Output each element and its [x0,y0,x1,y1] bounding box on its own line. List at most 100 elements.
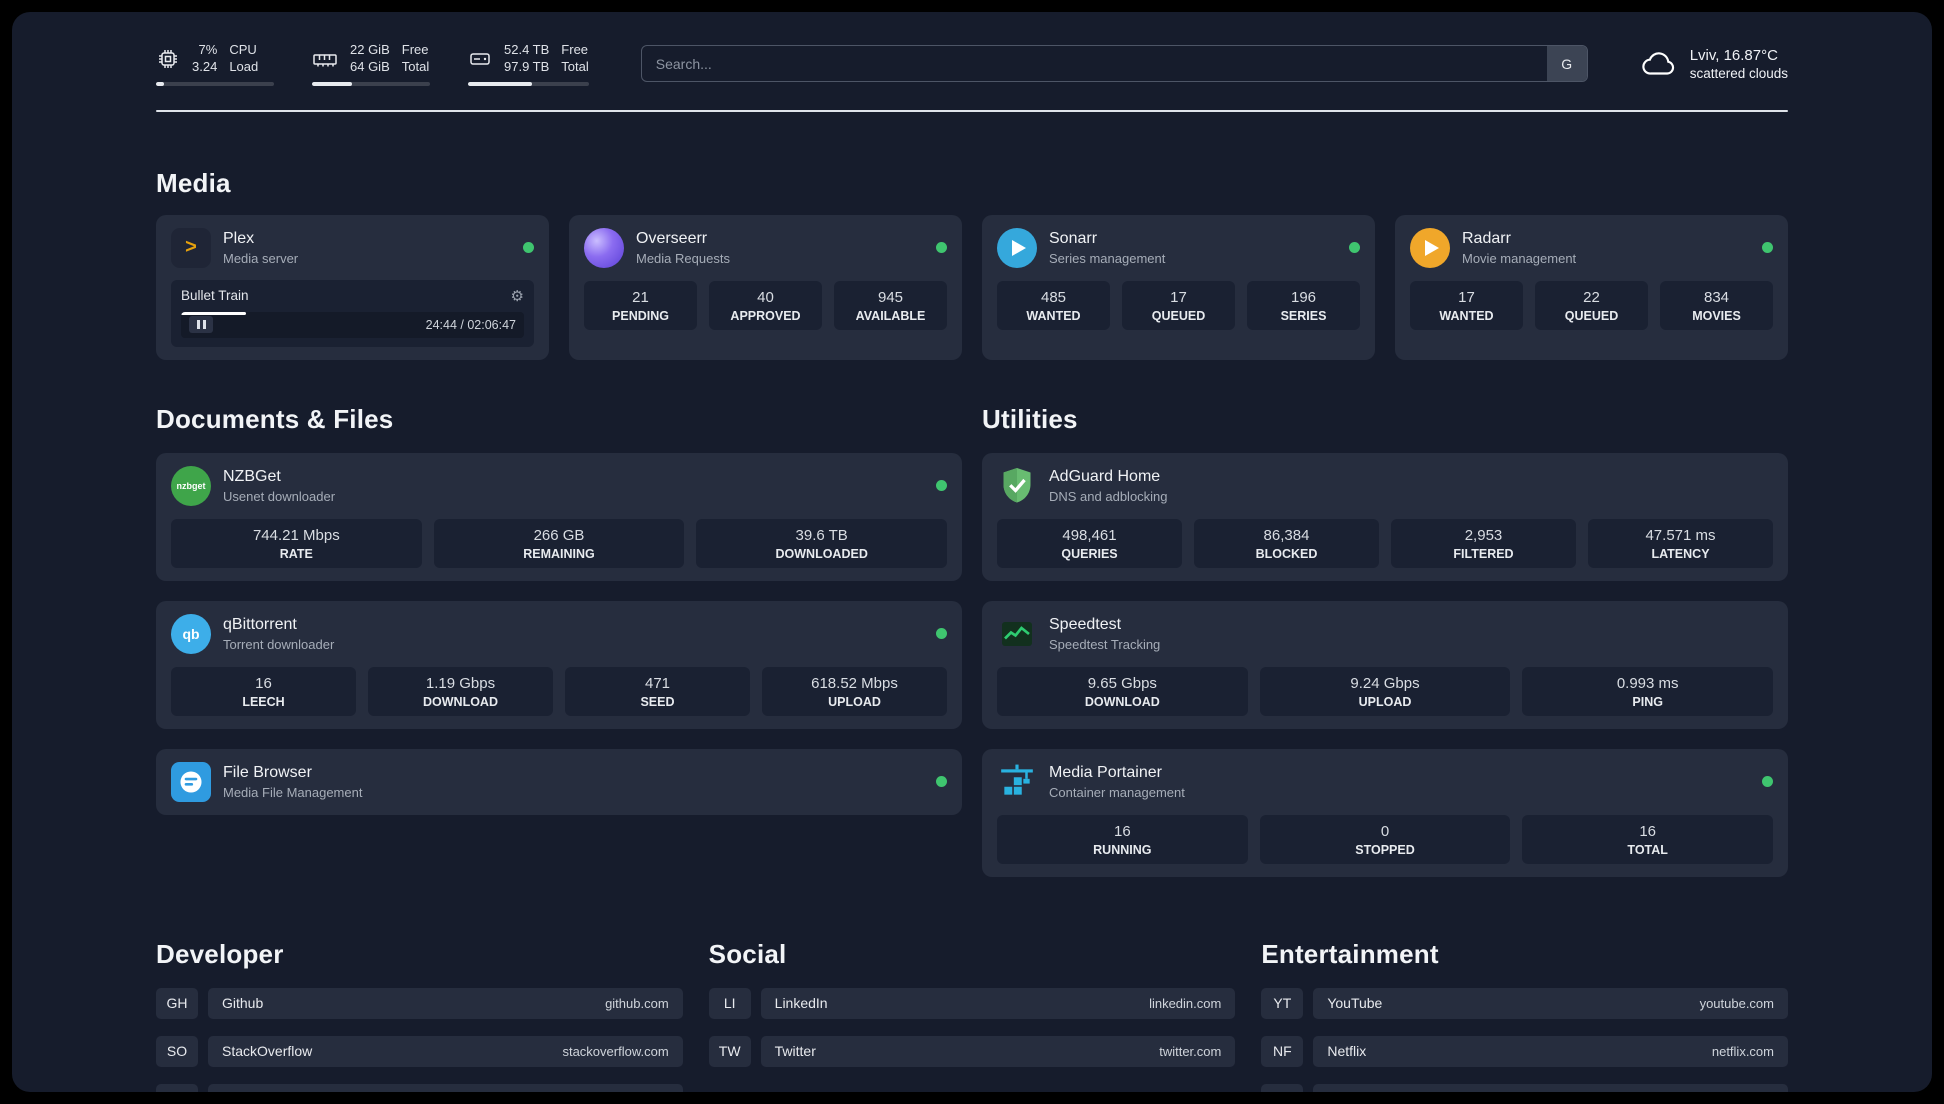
search-input[interactable] [640,45,1588,83]
app-card-plex[interactable]: > Plex Media server Bullet Train ⚙ 24:44… [156,214,549,360]
cpu-label: CPU [229,42,257,57]
app-card-radarr[interactable]: Radarr Movie management 17 WANTED 22 QUE… [1395,214,1788,360]
stat-label: BLOCKED [1255,546,1318,561]
plex-icon: > [171,227,211,268]
stat-tile: 9.24 Gbps UPLOAD [1259,666,1511,716]
app-card-portainer[interactable]: Media Portainer Container management 16 … [982,748,1788,877]
section-title-social: Social [708,938,787,969]
cpu-widget: 7% 3.24 CPU Load [156,42,274,86]
ram-total-label: Total [401,58,430,74]
app-subtitle: Speedtest Tracking [1049,636,1161,652]
bookmark-name: Twitter [774,1043,816,1060]
app-card-qbittorrent[interactable]: qb qBittorrent Torrent downloader 16 LEE… [156,600,962,729]
header-divider [156,109,1788,112]
section-title-media: Media [156,167,231,198]
gear-icon[interactable]: ⚙ [510,287,524,305]
stat-tile: 0.993 ms PING [1522,666,1774,716]
bookmark-youtube[interactable]: YT YouTube youtube.com [1261,987,1788,1019]
stat-tile: 39.6 TB DOWNLOADED [696,518,948,568]
app-card-overseerr[interactable]: Overseerr Media Requests 21 PENDING 40 A… [569,214,962,360]
stat-tile: 266 GB REMAINING [433,518,685,568]
app-name: AdGuard Home [1049,467,1161,485]
bookmark-reddit[interactable]: RE Reddit reddit.com [1261,1083,1788,1092]
bookmark-abbr: RE [1261,1083,1304,1092]
utilities-column: Utilities AdGuard Home DNS and adblockin… [982,404,1788,877]
stat-value: 16 [1113,822,1131,840]
stat-label: TOTAL [1627,842,1668,857]
app-card-sonarr[interactable]: Sonarr Series management 485 WANTED 17 Q… [982,214,1375,360]
stat-label: APPROVED [730,308,801,323]
stat-label: RATE [279,546,313,561]
stat-value: 17 [1170,288,1187,306]
app-card-adguard[interactable]: AdGuard Home DNS and adblocking 498,461 … [982,452,1788,581]
search-bar: G [640,45,1588,83]
status-dot [1349,242,1360,254]
status-dot [523,242,534,254]
stat-tile: 485 WANTED [997,280,1110,330]
app-card-filebrowser[interactable]: File Browser Media File Management [156,748,962,815]
stat-tile: 16 TOTAL [1522,814,1774,864]
stat-value: 22 [1583,288,1600,306]
ram-free-label: Free [401,42,429,57]
bookmarks-entertainment: Entertainment YT YouTube youtube.com NF … [1261,939,1788,1092]
stat-tile: 2,953 FILTERED [1391,518,1576,568]
stat-label: STOPPED [1355,842,1415,857]
bookmark-domain: linkedin.com [1149,995,1222,1011]
bookmark-name: LinkedIn [774,995,828,1012]
bookmark-netflix[interactable]: NF Netflix netflix.com [1261,1035,1788,1067]
stat-label: AVAILABLE [855,308,926,323]
stat-value: 0 [1380,822,1390,840]
top-bar: 7% 3.24 CPU Load 22 GiB 64 [156,42,1788,86]
app-name: Radarr [1462,229,1511,247]
stat-value: 40 [757,288,774,306]
stat-tile: 16 LEECH [171,666,356,716]
app-name: Media Portainer [1049,763,1162,781]
search-engine-button[interactable]: G [1546,46,1587,82]
stat-tile: 40 APPROVED [709,280,822,330]
section-title-documents: Documents & Files [156,403,394,434]
stat-value: 471 [644,674,671,692]
bookmark-linkedin[interactable]: LI LinkedIn linkedin.com [708,987,1236,1019]
stat-value: 2,953 [1464,526,1503,544]
ram-free-value: 22 GiB [350,42,390,57]
stat-tile: 471 SEED [565,666,750,716]
plex-now-playing-widget: Bullet Train ⚙ 24:44 / 02:06:47 [171,279,534,347]
stat-value: 16 [255,674,272,692]
stat-label: DOWNLOAD [423,694,498,709]
disk-free-value: 52.4 TB [504,42,550,57]
stat-tile: 618.52 Mbps UPLOAD [762,666,947,716]
app-card-speedtest[interactable]: Speedtest Speedtest Tracking 9.65 Gbps D… [982,600,1788,729]
radarr-icon [1410,227,1450,268]
status-dot [936,480,947,492]
app-subtitle: Torrent downloader [223,636,335,652]
stat-value: 86,384 [1263,526,1310,544]
stat-tile: 1.19 Gbps DOWNLOAD [368,666,553,716]
bookmark-dev[interactable]: DT DEV dev.to [156,1083,683,1092]
now-playing-title: Bullet Train [181,288,249,304]
bookmark-name: Reddit [1327,1091,1367,1092]
stat-tile: 47.571 ms LATENCY [1588,518,1773,568]
bookmark-abbr: LI [708,987,751,1019]
bookmark-domain: netflix.com [1711,1043,1774,1059]
app-name: NZBGet [223,467,281,485]
bookmark-twitter[interactable]: TW Twitter twitter.com [708,1035,1236,1067]
stat-tile: 17 QUEUED [1122,280,1235,330]
app-name: Speedtest [1049,615,1122,633]
media-grid: > Plex Media server Bullet Train ⚙ 24:44… [156,214,1788,360]
stat-label: LEECH [242,694,285,709]
app-name: Sonarr [1049,229,1098,247]
cpu-load-value: 3.24 [192,58,218,74]
app-name: Plex [223,229,255,247]
bookmark-name: DEV [222,1091,251,1092]
bookmark-github[interactable]: GH Github github.com [156,987,683,1019]
bookmark-stackoverflow[interactable]: SO StackOverflow stackoverflow.com [156,1035,683,1067]
ram-icon [313,54,337,67]
stat-value: 9.24 Gbps [1350,674,1420,692]
playback-progress [181,311,247,315]
section-title-utilities: Utilities [982,403,1078,434]
bookmarks-developer: Developer GH Github github.com SO StackO… [156,939,683,1092]
pause-button[interactable] [189,316,213,334]
stat-label: QUERIES [1061,546,1118,561]
cpu-load-label: Load [229,58,259,74]
app-card-nzbget[interactable]: nzbget NZBGet Usenet downloader 744.21 M… [156,452,962,581]
